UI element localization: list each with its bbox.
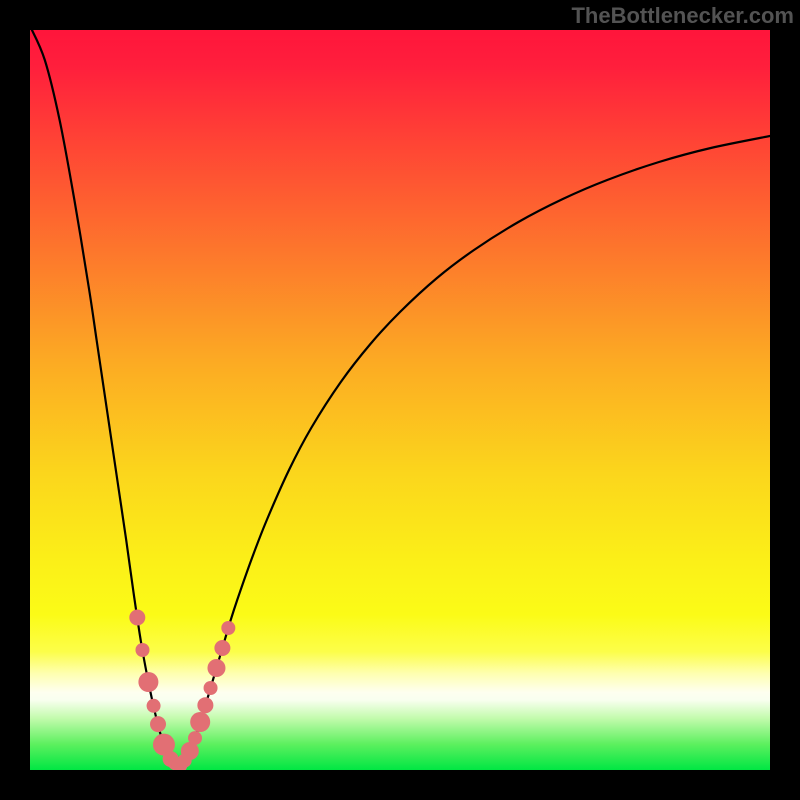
data-marker (204, 681, 218, 695)
gradient-background (30, 30, 770, 770)
data-marker (129, 610, 145, 626)
chart-frame: TheBottlenecker.com (0, 0, 800, 800)
data-marker (221, 621, 235, 635)
watermark-text: TheBottlenecker.com (571, 3, 794, 29)
data-marker (150, 716, 166, 732)
data-marker (138, 672, 158, 692)
data-marker (188, 731, 202, 745)
data-marker (197, 697, 213, 713)
data-marker (214, 640, 230, 656)
data-marker (147, 699, 161, 713)
data-marker (135, 643, 149, 657)
data-marker (190, 712, 210, 732)
bottleneck-chart (0, 0, 800, 800)
data-marker (207, 659, 225, 677)
